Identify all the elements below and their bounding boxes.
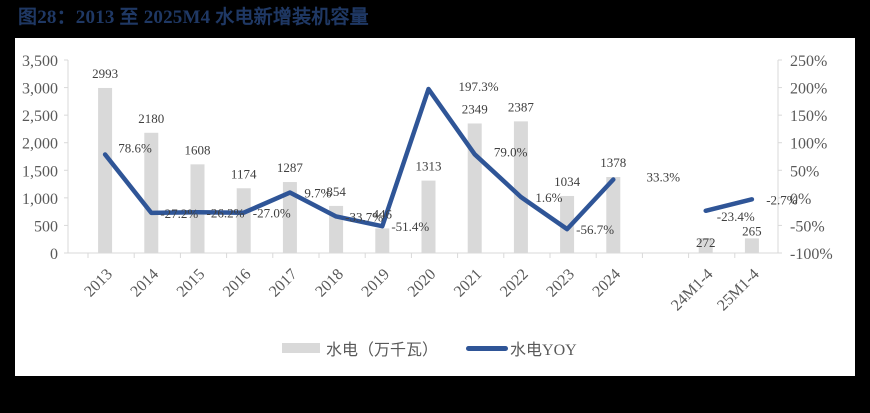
x-axis-label: 2019 xyxy=(358,266,393,301)
bar-value-label: 2349 xyxy=(462,101,488,116)
bar-value-label: 1608 xyxy=(185,142,211,157)
bar-value-label: 1174 xyxy=(231,166,257,181)
left-axis-tick-label: 1,000 xyxy=(22,191,58,208)
x-axis-label: 24M1-4 xyxy=(668,266,716,314)
right-axis-tick-label: 100% xyxy=(790,136,827,153)
legend: 水电（万千瓦） 水电YOY xyxy=(282,336,605,360)
bar-value-label: 854 xyxy=(326,184,346,199)
x-axis-label: 2016 xyxy=(220,266,255,301)
yoy-line xyxy=(703,197,755,214)
right-axis-tick-label: 0% xyxy=(790,191,811,208)
x-axis-label: 2013 xyxy=(81,266,116,301)
bar-2023 xyxy=(560,195,575,253)
bar-25M1-4 xyxy=(744,238,759,253)
bar-value-label: 1378 xyxy=(600,155,626,170)
yoy-value-label: -23.4% xyxy=(717,209,755,224)
left-axis-tick-label: 2,000 xyxy=(22,136,58,153)
left-axis-tick-label: 500 xyxy=(34,218,58,235)
left-axis-tick-label: 3,000 xyxy=(22,81,58,98)
left-axis-tick-label: 0 xyxy=(50,246,58,263)
figure-title: 图28：2013 至 2025M4 水电新增装机容量 xyxy=(18,7,369,28)
x-axis-label: 25M1-4 xyxy=(714,266,762,314)
yoy-value-label: 33.3% xyxy=(647,169,681,184)
right-axis-tick-label: 200% xyxy=(790,81,827,98)
bar-24M1-4 xyxy=(698,238,713,253)
yoy-value-label: -33.7% xyxy=(345,209,383,224)
yoy-value-label: 1.6% xyxy=(535,190,562,205)
yoy-value-label: -27.0% xyxy=(253,206,291,221)
bar-value-label: 272 xyxy=(696,235,716,250)
x-axis-label: 2021 xyxy=(451,266,486,301)
bar-value-label: 265 xyxy=(742,223,762,238)
bar-2015 xyxy=(190,164,205,253)
line-swatch-icon xyxy=(466,345,509,351)
right-axis-tick-label: 50% xyxy=(790,163,819,180)
left-axis-tick-label: 1,500 xyxy=(22,163,58,180)
x-axis-label: 2014 xyxy=(127,266,162,301)
bar-value-label: 1287 xyxy=(277,160,304,175)
x-axis-label: 2023 xyxy=(543,266,578,301)
bar-value-label: 1313 xyxy=(416,159,442,174)
left-axis-tick-label: 2,500 xyxy=(22,108,58,125)
legend-label-yoy: 水电YOY xyxy=(510,342,577,359)
right-axis-tick-label: 250% xyxy=(790,53,827,70)
bar-value-label: 2180 xyxy=(138,111,164,126)
right-axis-tick-label: -50% xyxy=(790,218,825,235)
bar-value-label: 446 xyxy=(373,206,393,221)
bar-2019 xyxy=(375,228,390,253)
bar-2017 xyxy=(282,182,297,253)
legend-item-capacity: 水电（万千瓦） xyxy=(282,336,438,360)
x-axis-label: 2015 xyxy=(174,266,209,301)
yoy-value-label: 79.0% xyxy=(494,144,528,159)
bar-2014 xyxy=(144,132,159,253)
yoy-value-label: -56.7% xyxy=(576,222,614,237)
combo-chart: 0 500 1,000 1,500 2,000 2,500 3,000 3,500 -100% -… xyxy=(22,53,833,314)
right-axis-tick-label: -100% xyxy=(790,246,833,263)
right-axis-tick-label: 150% xyxy=(790,108,827,125)
left-axis-tick-label: 3,500 xyxy=(22,53,58,70)
bar-2022 xyxy=(513,121,528,254)
legend-label-capacity: 水电（万千瓦） xyxy=(326,342,439,359)
bar-2021 xyxy=(467,123,482,254)
bar-2024 xyxy=(606,177,621,253)
bar-2020 xyxy=(421,180,436,253)
bar-value-label: 1034 xyxy=(554,174,581,189)
x-axis-label: 2017 xyxy=(266,266,301,301)
yoy-value-label: 9.7% xyxy=(304,186,331,201)
x-axis-label: 2018 xyxy=(312,266,347,301)
bar-swatch-icon xyxy=(282,343,320,353)
yoy-value-label: 197.3% xyxy=(458,79,498,94)
bar-2013 xyxy=(98,87,113,253)
x-axis-label: 2020 xyxy=(405,266,440,301)
yoy-value-label: -27.2% xyxy=(160,206,198,221)
bar-value-label: 2387 xyxy=(508,99,535,114)
yoy-value-label: -2.7% xyxy=(766,192,798,207)
yoy-value-label: -51.4% xyxy=(391,219,429,234)
yoy-line xyxy=(102,86,616,232)
yoy-value-label: -26.2% xyxy=(207,205,245,220)
x-axis-label: 2022 xyxy=(497,266,532,301)
chart-panel: 0 500 1,000 1,500 2,000 2,500 3,000 3,500 -100% -… xyxy=(15,38,855,376)
bar-value-label: 2993 xyxy=(92,66,118,81)
yoy-value-label: 78.6% xyxy=(118,141,152,156)
bar-2016 xyxy=(236,188,251,253)
x-axis-label: 2024 xyxy=(589,266,624,301)
legend-item-yoy: 水电YOY xyxy=(466,336,577,360)
